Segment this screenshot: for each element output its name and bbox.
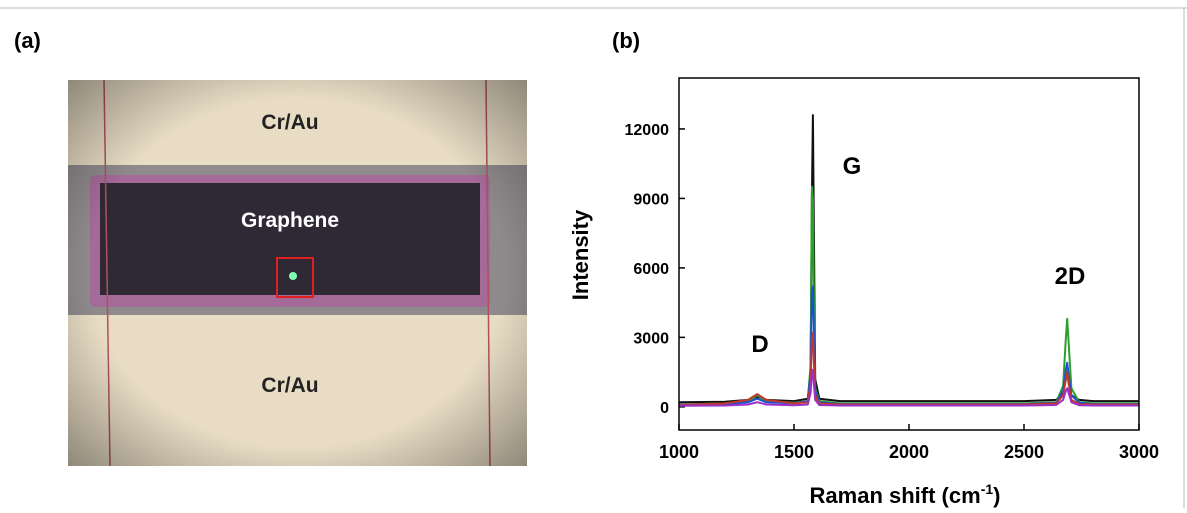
y-tick-label: 0 (660, 400, 669, 417)
panel-label: (b) (612, 28, 640, 53)
micrograph: Cr/Au Graphene Cr/Au (68, 79, 527, 467)
laser-spot-box (276, 257, 314, 298)
x-axis-label-sup: -1 (981, 481, 994, 497)
y-tick-label: 12000 (625, 122, 670, 139)
vignette (68, 80, 527, 466)
laser-spot (289, 272, 297, 280)
x-tick-label: 1500 (774, 442, 814, 462)
x-tick-label: 2500 (1004, 442, 1044, 462)
peak-label: G (843, 153, 862, 180)
x-axis-label: Raman shift (cm-1) (810, 481, 1001, 508)
x-axis-label-end: ) (993, 483, 1000, 508)
y-tick-label: 3000 (633, 330, 669, 347)
pad-label: Cr/Au (261, 111, 318, 134)
peak-label: D (751, 331, 768, 358)
x-tick-label: 1000 (659, 442, 699, 462)
peak-label: 2D (1055, 263, 1086, 290)
spectrum-line (678, 331, 1139, 406)
x-tick-label: 3000 (1119, 442, 1159, 462)
x-axis-label-text: Raman shift (cm (810, 483, 981, 508)
channel-label: Graphene (241, 209, 339, 232)
x-tick-label: 2000 (889, 442, 929, 462)
y-axis-label: Intensity (568, 209, 593, 300)
plot-frame (678, 77, 1140, 431)
panel-label: (a) (14, 28, 41, 53)
spectrum-line (678, 185, 1139, 406)
y-tick-label: 6000 (633, 261, 669, 278)
pad-label: Cr/Au (261, 374, 318, 397)
raman-chart: Intensity Raman shift (cm-1) D G 2D 0 300… (568, 77, 1159, 508)
spectrum-line (678, 368, 1139, 407)
y-tick-label: 9000 (633, 191, 669, 208)
